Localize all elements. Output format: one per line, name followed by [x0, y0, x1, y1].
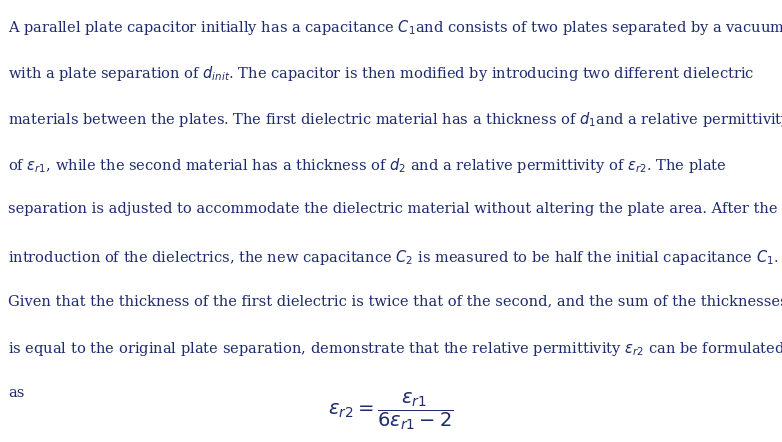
- Text: Given that the thickness of the first dielectric is twice that of the second, an: Given that the thickness of the first di…: [8, 294, 782, 308]
- Text: $\varepsilon_{r2} = \dfrac{\varepsilon_{r1}}{6\varepsilon_{r1} - 2}$: $\varepsilon_{r2} = \dfrac{\varepsilon_{…: [328, 390, 454, 432]
- Text: materials between the plates. The first dielectric material has a thickness of $: materials between the plates. The first …: [8, 110, 782, 129]
- Text: separation is adjusted to accommodate the dielectric material without altering t: separation is adjusted to accommodate th…: [8, 202, 777, 216]
- Text: A parallel plate capacitor initially has a capacitance $C_1$and consists of two : A parallel plate capacitor initially has…: [8, 18, 782, 37]
- Text: is equal to the original plate separation, demonstrate that the relative permitt: is equal to the original plate separatio…: [8, 340, 782, 358]
- Text: introduction of the dielectrics, the new capacitance $C_2$ is measured to be hal: introduction of the dielectrics, the new…: [8, 248, 779, 267]
- Text: of $\varepsilon_{r1}$, while the second material has a thickness of $d_2$ and a : of $\varepsilon_{r1}$, while the second …: [8, 156, 726, 175]
- Text: with a plate separation of $d_{init}$. The capacitor is then modified by introdu: with a plate separation of $d_{init}$. T…: [8, 64, 755, 83]
- Text: as: as: [8, 386, 24, 400]
